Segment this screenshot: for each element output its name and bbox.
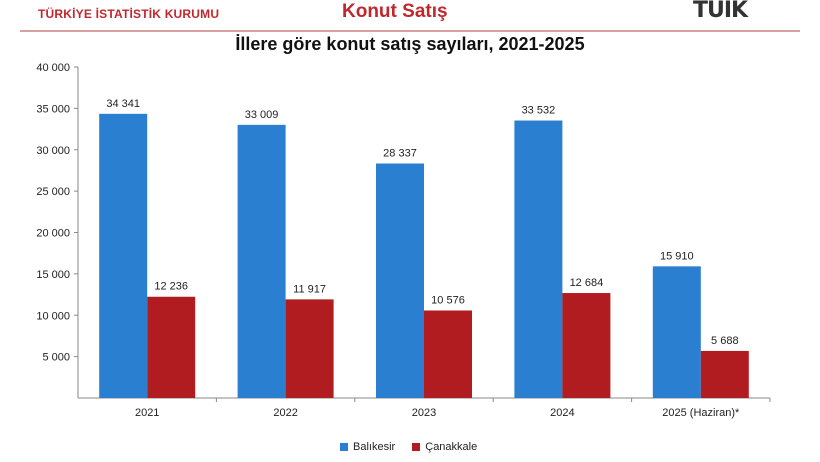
bar <box>514 120 563 398</box>
data-label: 34 341 <box>106 98 140 110</box>
bar <box>99 113 148 399</box>
data-label: 15 910 <box>660 250 694 262</box>
bar <box>376 163 424 398</box>
header-divider <box>20 30 800 32</box>
legend-item-canakkale: Çanakkale <box>412 441 477 453</box>
bar <box>652 266 701 398</box>
org-name: TÜRKİYE İSTATİSTİK KURUMU <box>38 7 220 21</box>
tuik-logo: TÜİK <box>693 0 748 23</box>
y-tick-label: 25 000 <box>36 186 70 198</box>
page-title: Konut Satış <box>342 1 448 22</box>
legend-item-balikesir: Balıkesir <box>340 441 395 453</box>
bar <box>237 124 286 398</box>
y-tick-label: 5 000 <box>42 352 70 364</box>
data-label: 12 236 <box>154 281 188 293</box>
legend-swatch-balikesir <box>340 443 348 451</box>
y-tick-label: 20 000 <box>36 228 70 240</box>
y-tick-label: 10 000 <box>36 310 70 322</box>
data-label: 33 532 <box>522 105 556 117</box>
legend-label-canakkale: Çanakkale <box>425 441 478 453</box>
x-tick-label: 2024 <box>550 407 574 419</box>
legend-label-balikesir: Balıkesir <box>353 441 396 453</box>
x-tick-label: 2025 (Haziran)* <box>662 407 740 419</box>
bar <box>700 350 749 398</box>
y-tick-label: 15 000 <box>36 269 70 281</box>
data-label: 33 009 <box>245 109 279 121</box>
bar <box>424 310 472 398</box>
y-tick-label: 30 000 <box>36 145 70 157</box>
chart-title: İllere göre konut satış sayıları, 2021-2… <box>235 34 585 54</box>
x-tick-label: 2022 <box>273 407 297 419</box>
bar <box>285 299 334 398</box>
data-label: 12 684 <box>570 277 604 289</box>
y-tick-label: 40 000 <box>36 62 70 74</box>
data-label: 11 917 <box>293 283 326 295</box>
y-tick-label: 35 000 <box>36 103 70 115</box>
header: TÜRKİYE İSTATİSTİK KURUMU Konut Satış TÜ… <box>0 0 820 32</box>
bar <box>562 293 611 398</box>
x-tick-label: 2023 <box>412 407 436 419</box>
bar <box>147 296 196 398</box>
data-label: 28 337 <box>383 148 417 160</box>
x-tick-label: 2021 <box>135 407 159 419</box>
legend: Balıkesir Çanakkale <box>340 441 491 454</box>
data-label: 5 688 <box>711 335 739 347</box>
data-label: 10 576 <box>431 294 465 306</box>
legend-swatch-canakkale <box>412 443 421 451</box>
